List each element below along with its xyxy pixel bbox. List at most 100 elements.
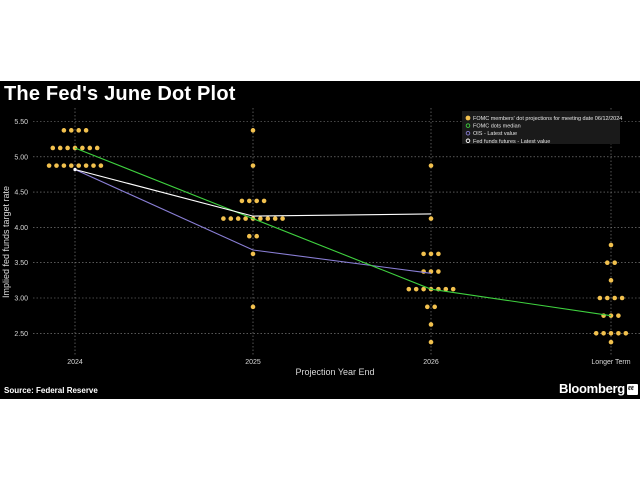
fomc-dot xyxy=(250,128,256,133)
fomc-dot xyxy=(619,295,625,301)
legend-marker xyxy=(465,115,471,121)
legend-entry: FOMC dots median xyxy=(473,124,521,130)
fomc-dot xyxy=(98,163,104,168)
fomc-dot xyxy=(443,286,449,292)
fomc-dot xyxy=(608,278,614,283)
fomc-dot xyxy=(83,128,89,133)
fomc-dot xyxy=(432,304,438,310)
fomc-dot xyxy=(265,216,271,221)
fomc-dot xyxy=(605,260,610,265)
fomc-dot xyxy=(623,331,629,336)
y-tick-label: 2.50 xyxy=(14,331,28,338)
fomc-dot xyxy=(616,331,621,336)
fomc-dot xyxy=(69,163,74,168)
legend-entry: OIS - Latest value xyxy=(473,131,517,137)
x-tick-label: Longer Term xyxy=(591,359,630,366)
fomc-dot xyxy=(61,163,67,168)
fomc-dot xyxy=(608,331,614,336)
y-tick-label: 4.00 xyxy=(14,225,28,232)
y-tick-label: 3.00 xyxy=(14,296,28,303)
y-tick-label: 4.50 xyxy=(14,190,28,197)
fomc-dot xyxy=(258,216,263,221)
fomc-dot xyxy=(57,145,63,151)
fomc-dot xyxy=(601,331,606,336)
bloomberg-mark-icon: ℓℓ xyxy=(627,384,638,395)
fomc-dot xyxy=(421,251,426,257)
fomc-dot xyxy=(261,198,267,204)
bloomberg-mark-text: ℓℓ xyxy=(628,386,634,392)
y-tick-label: 3.50 xyxy=(14,260,28,267)
fomc-dot xyxy=(247,198,252,204)
legend-marker xyxy=(465,123,471,128)
fomc-dot xyxy=(428,322,434,327)
fomc-dot xyxy=(235,216,241,221)
x-tick-label: 2026 xyxy=(423,359,439,366)
legend-marker xyxy=(465,138,471,144)
legend-entry: Fed funds futures - Latest value xyxy=(473,139,550,145)
fomc-dot xyxy=(228,216,234,221)
fomc-dot xyxy=(428,339,434,345)
fomc-dot xyxy=(250,251,256,257)
fomc-dot xyxy=(608,242,614,248)
fomc-dot xyxy=(83,163,89,168)
fomc-dot xyxy=(450,286,456,292)
fomc-dot xyxy=(436,251,441,257)
fomc-dot xyxy=(612,260,617,265)
fomc-dot xyxy=(436,269,441,274)
fomc-dot xyxy=(50,145,56,151)
fomc-dot xyxy=(46,163,52,168)
fomc-dot xyxy=(250,304,256,310)
fomc-dot xyxy=(428,163,434,168)
x-axis-label: Projection Year End xyxy=(295,367,374,377)
fomc-dot xyxy=(94,145,100,151)
fomc-dot xyxy=(254,233,259,239)
y-tick-label: 5.50 xyxy=(14,119,28,126)
fomc-dot xyxy=(76,163,81,168)
fomc-dot xyxy=(243,216,248,221)
futures-line xyxy=(74,168,432,217)
fomc-dot xyxy=(608,339,614,345)
fomc-dot xyxy=(65,145,70,151)
fomc-dot xyxy=(76,128,81,133)
source-note: Source: Federal Reserve xyxy=(4,386,98,395)
legend-box xyxy=(462,111,620,144)
fomc-dot xyxy=(250,163,256,168)
fomc-dot xyxy=(593,331,599,336)
fomc-dot xyxy=(421,286,426,292)
fomc-dot xyxy=(72,145,78,151)
y-axis-label: Implied fed funds target rate xyxy=(1,186,11,298)
fomc-dot xyxy=(425,304,430,310)
x-tick-label: 2024 xyxy=(67,359,83,366)
fomc-dot xyxy=(254,198,259,204)
fomc-dot xyxy=(91,163,96,168)
median-line xyxy=(74,147,612,317)
chart-panel: The Fed's June Dot Plot 2.50 3.00 3.50 4.00… xyxy=(0,81,640,399)
fomc-dot xyxy=(221,216,226,221)
bloomberg-logo: Bloomberg xyxy=(559,381,625,396)
fomc-dot xyxy=(605,295,610,301)
fomc-dot xyxy=(280,216,285,221)
fomc-dot xyxy=(247,233,252,239)
fomc-dot xyxy=(428,216,434,221)
legend-marker xyxy=(465,130,471,136)
fomc-dot xyxy=(87,145,93,151)
fomc-dot xyxy=(69,128,74,133)
legend-entry: FOMC members' dot projections for meetin… xyxy=(473,116,622,122)
dot-plot-chart: 2.50 3.00 3.50 4.00 4.50 5.00 5.50 2024 2025 2026… xyxy=(1,108,640,377)
fomc-dot xyxy=(80,145,85,151)
y-tick-label: 5.00 xyxy=(14,154,28,161)
fomc-dot xyxy=(406,286,412,292)
fomc-dot xyxy=(597,295,603,301)
x-tick-label: 2025 xyxy=(245,359,261,366)
fomc-dot xyxy=(421,269,426,274)
fomc-dot xyxy=(239,198,245,204)
chart-title: The Fed's June Dot Plot xyxy=(4,83,236,105)
fomc-dot xyxy=(616,313,621,318)
fomc-dot xyxy=(61,128,67,133)
fomc-dot xyxy=(54,163,59,168)
fomc-dot xyxy=(428,251,434,257)
fomc-dot xyxy=(612,295,617,301)
futures-line-marker xyxy=(73,167,77,172)
fomc-dot xyxy=(272,216,278,221)
fomc-dot xyxy=(413,286,419,292)
